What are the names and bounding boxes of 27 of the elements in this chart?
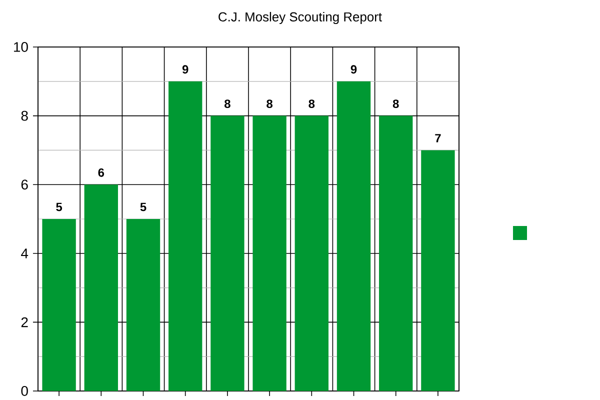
y-tick-label: 2 <box>21 317 28 328</box>
data-label: 8 <box>392 100 399 108</box>
chart-title: C.J. Mosley Scouting Report <box>218 12 382 24</box>
bar <box>42 218 76 391</box>
bar <box>421 150 455 391</box>
y-tick-label: 10 <box>14 42 28 52</box>
bar <box>210 116 244 391</box>
bar <box>379 116 413 391</box>
data-label: 8 <box>308 100 315 108</box>
data-label: 5 <box>56 202 62 212</box>
data-label: 7 <box>435 134 441 142</box>
y-tick-label: 6 <box>21 180 28 190</box>
bar <box>84 184 118 391</box>
bar <box>294 116 328 391</box>
bar <box>168 81 202 391</box>
data-label: 9 <box>350 65 357 74</box>
data-label: 5 <box>140 202 146 212</box>
y-tick-label: 0 <box>21 386 28 396</box>
data-label: 8 <box>224 100 230 108</box>
data-label: 8 <box>266 100 273 108</box>
data-label: 6 <box>98 168 104 177</box>
y-tick-label: 8 <box>21 110 28 121</box>
bar <box>252 116 286 391</box>
data-label: 9 <box>182 65 188 74</box>
y-tick-label: 4 <box>21 248 28 258</box>
bar <box>336 81 371 391</box>
bar <box>126 218 160 391</box>
